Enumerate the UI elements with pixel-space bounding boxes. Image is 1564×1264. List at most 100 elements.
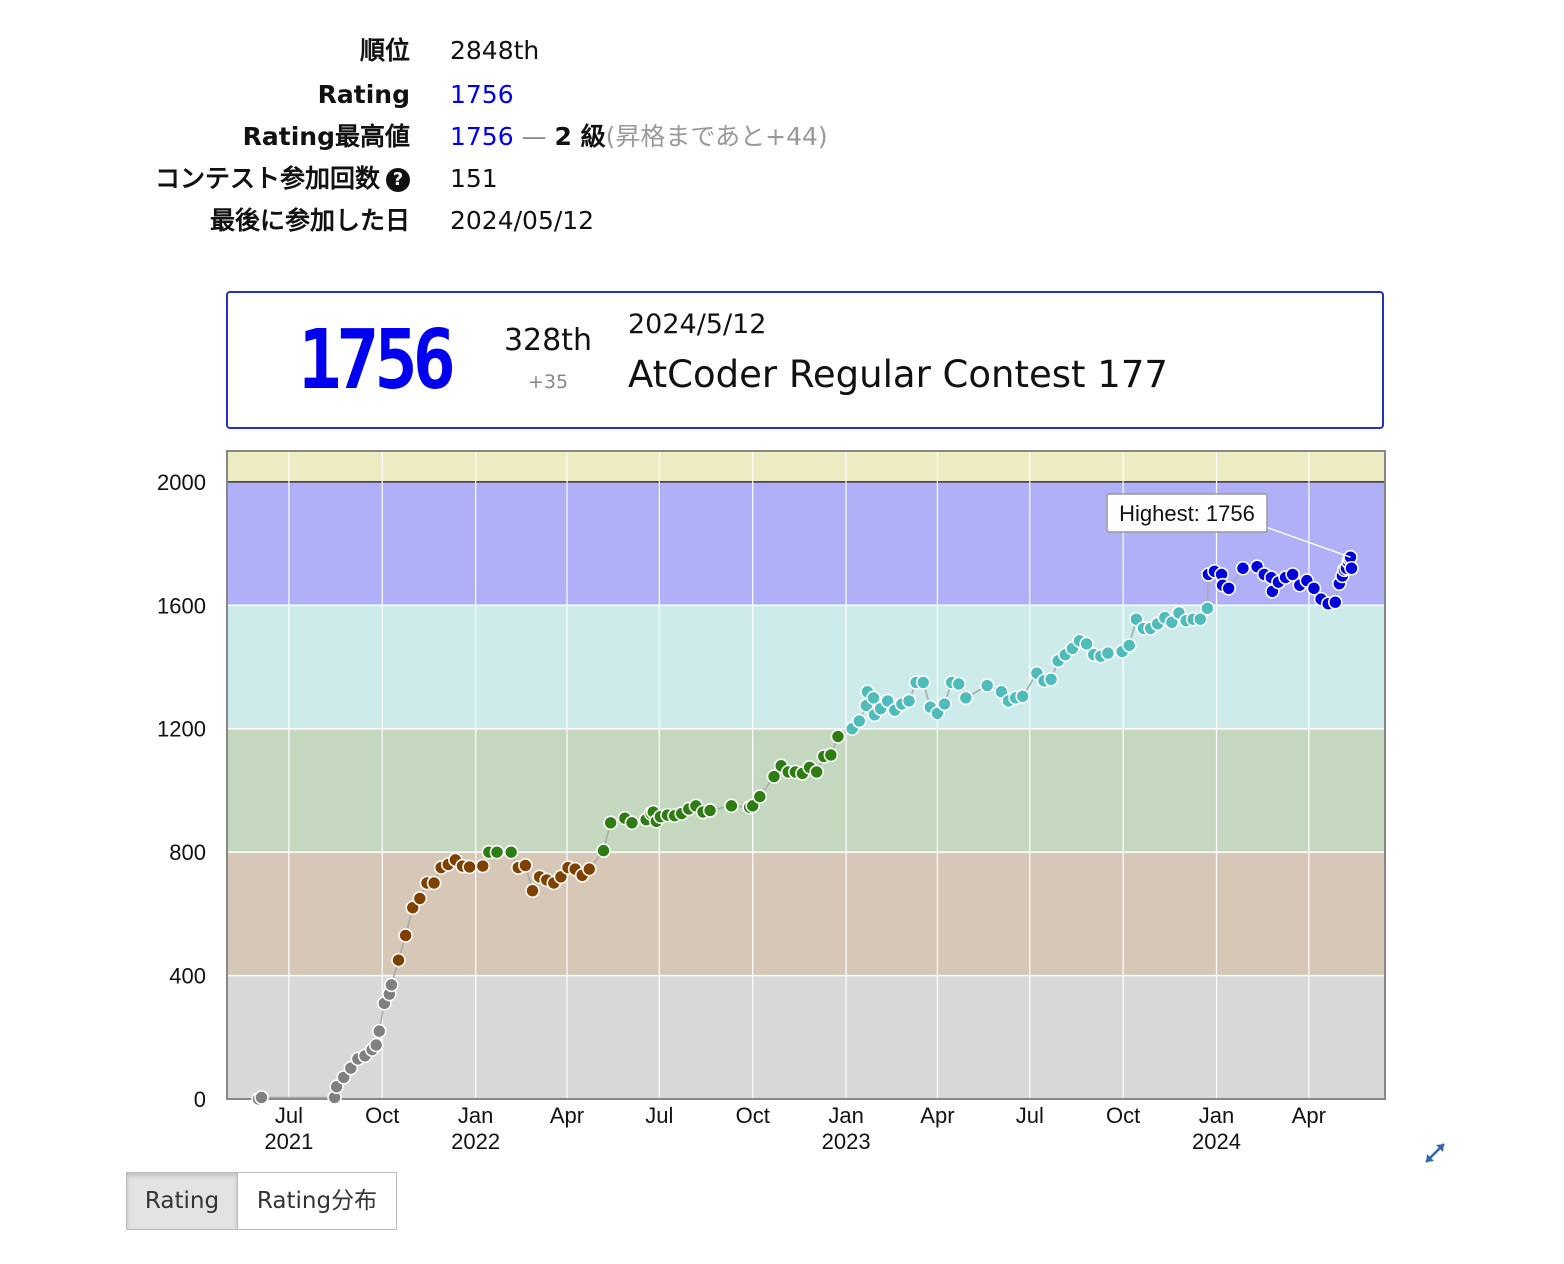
x-tick-label: Oct <box>1106 1103 1140 1128</box>
rating-point <box>830 729 846 744</box>
rating-point <box>368 1037 384 1053</box>
contests-label-group: コンテスト参加回数? <box>0 158 410 200</box>
highest-annotation-box <box>1106 493 1268 533</box>
rating-point <box>624 815 640 831</box>
rating-point <box>1015 689 1030 704</box>
rating-point <box>1121 638 1137 653</box>
y-tick-label: 2000 <box>157 470 206 495</box>
chart-band-cyan <box>227 605 1385 729</box>
highest-annotation-leader <box>1262 525 1351 558</box>
chart-band-brown <box>227 852 1385 976</box>
x-tick-label: Jul <box>1016 1103 1044 1128</box>
rating-point <box>823 747 839 763</box>
rating-point <box>518 858 533 873</box>
rating-point <box>582 861 597 877</box>
status-place: 328th <box>503 323 593 358</box>
rating-point <box>254 1090 269 1105</box>
x-tick-label: Jan <box>458 1103 493 1128</box>
rating-label: Rating <box>317 80 410 109</box>
y-tick-label: 1200 <box>157 717 206 742</box>
rating-point <box>489 844 505 860</box>
chart-band-yellow <box>227 451 1385 482</box>
rank-label: 順位 <box>359 36 410 65</box>
highest-label: Rating最高値 <box>242 122 410 151</box>
highest-kyu: 2 級 <box>554 122 606 151</box>
x-tick-year-label: 2023 <box>822 1129 871 1154</box>
status-date: 2024/5/12 <box>628 309 767 340</box>
highest-value: 1756 <box>450 122 514 151</box>
rating-point <box>1235 560 1251 576</box>
rating-point <box>809 764 824 780</box>
rating-point <box>702 803 718 818</box>
rating-tab-button[interactable]: Rating <box>126 1172 238 1230</box>
rating-point <box>475 858 491 874</box>
last-value: 2024/05/12 <box>450 206 595 235</box>
rating-point <box>603 815 618 831</box>
rating-point <box>724 798 739 814</box>
rating-distribution-tab-button[interactable]: Rating分布 <box>237 1172 397 1230</box>
x-tick-year-label: 2024 <box>1192 1129 1241 1154</box>
rating-point <box>1327 594 1343 610</box>
rating-point <box>398 928 413 943</box>
y-tick-label: 0 <box>194 1087 206 1112</box>
rating-point <box>866 690 881 706</box>
highest-annotation-label: Highest: 1756 <box>1119 501 1255 526</box>
rating-point <box>1100 645 1116 661</box>
rating-point <box>391 952 406 968</box>
question-circle-icon[interactable]: ? <box>386 168 410 192</box>
rating-point <box>915 675 931 690</box>
expand-icon[interactable] <box>1420 1138 1450 1168</box>
highest-value-group: 1756 — 2 級(昇格まであと+44) <box>450 116 828 158</box>
y-tick-label: 1600 <box>157 593 206 618</box>
status-contest-name: AtCoder Regular Contest 177 <box>628 353 1168 396</box>
x-tick-label: Jul <box>275 1103 303 1128</box>
status-rating: 1756 <box>298 313 456 408</box>
x-tick-label: Oct <box>365 1103 399 1128</box>
contest-status-box: 1756 328th +35 2024/5/12 AtCoder Regular… <box>226 291 1384 429</box>
x-tick-label: Oct <box>736 1103 770 1128</box>
rating-point <box>1079 636 1094 652</box>
rating-point <box>1043 672 1059 687</box>
x-tick-label: Jan <box>828 1103 863 1128</box>
x-tick-year-label: 2022 <box>451 1129 500 1154</box>
rating-point <box>937 696 952 712</box>
x-tick-label: Apr <box>1292 1103 1326 1128</box>
x-tick-label: Apr <box>550 1103 584 1128</box>
rating-point <box>525 883 540 899</box>
y-tick-label: 400 <box>169 964 206 989</box>
rating-value: 1756 <box>450 80 514 109</box>
rating-point <box>426 875 442 891</box>
highest-to-next: (昇格まであと+44) <box>605 122 828 151</box>
x-tick-label: Jul <box>645 1103 673 1128</box>
rating-point <box>1306 581 1322 596</box>
x-tick-label: Jan <box>1199 1103 1234 1128</box>
rating-point <box>503 844 519 860</box>
rating-point <box>958 690 974 706</box>
rating-point <box>371 1023 387 1039</box>
last-label: 最後に参加した日 <box>209 206 410 235</box>
rating-point <box>596 843 611 858</box>
rating-point <box>979 678 995 693</box>
y-tick-label: 800 <box>169 840 206 865</box>
rating-point <box>462 859 477 875</box>
rating-point <box>766 769 782 784</box>
rank-value: 2848th <box>450 36 540 65</box>
chart-frame <box>226 450 1386 1100</box>
contests-value: 151 <box>450 164 498 193</box>
rating-point <box>1192 611 1208 627</box>
rating-point <box>851 713 867 729</box>
rating-point <box>1344 560 1359 576</box>
x-tick-year-label: 2021 <box>264 1129 313 1154</box>
x-tick-label: Apr <box>920 1103 954 1128</box>
contests-label: コンテスト参加回数 <box>154 164 380 193</box>
rating-point <box>752 789 768 804</box>
rating-point <box>901 693 917 709</box>
rating-point <box>384 977 399 993</box>
rating-point <box>1285 567 1300 582</box>
chart-band-gray <box>227 975 1385 1099</box>
status-diff: +35 <box>527 371 569 393</box>
rating-point <box>412 891 428 906</box>
rating-point <box>951 676 967 692</box>
rating-point <box>1200 601 1215 616</box>
